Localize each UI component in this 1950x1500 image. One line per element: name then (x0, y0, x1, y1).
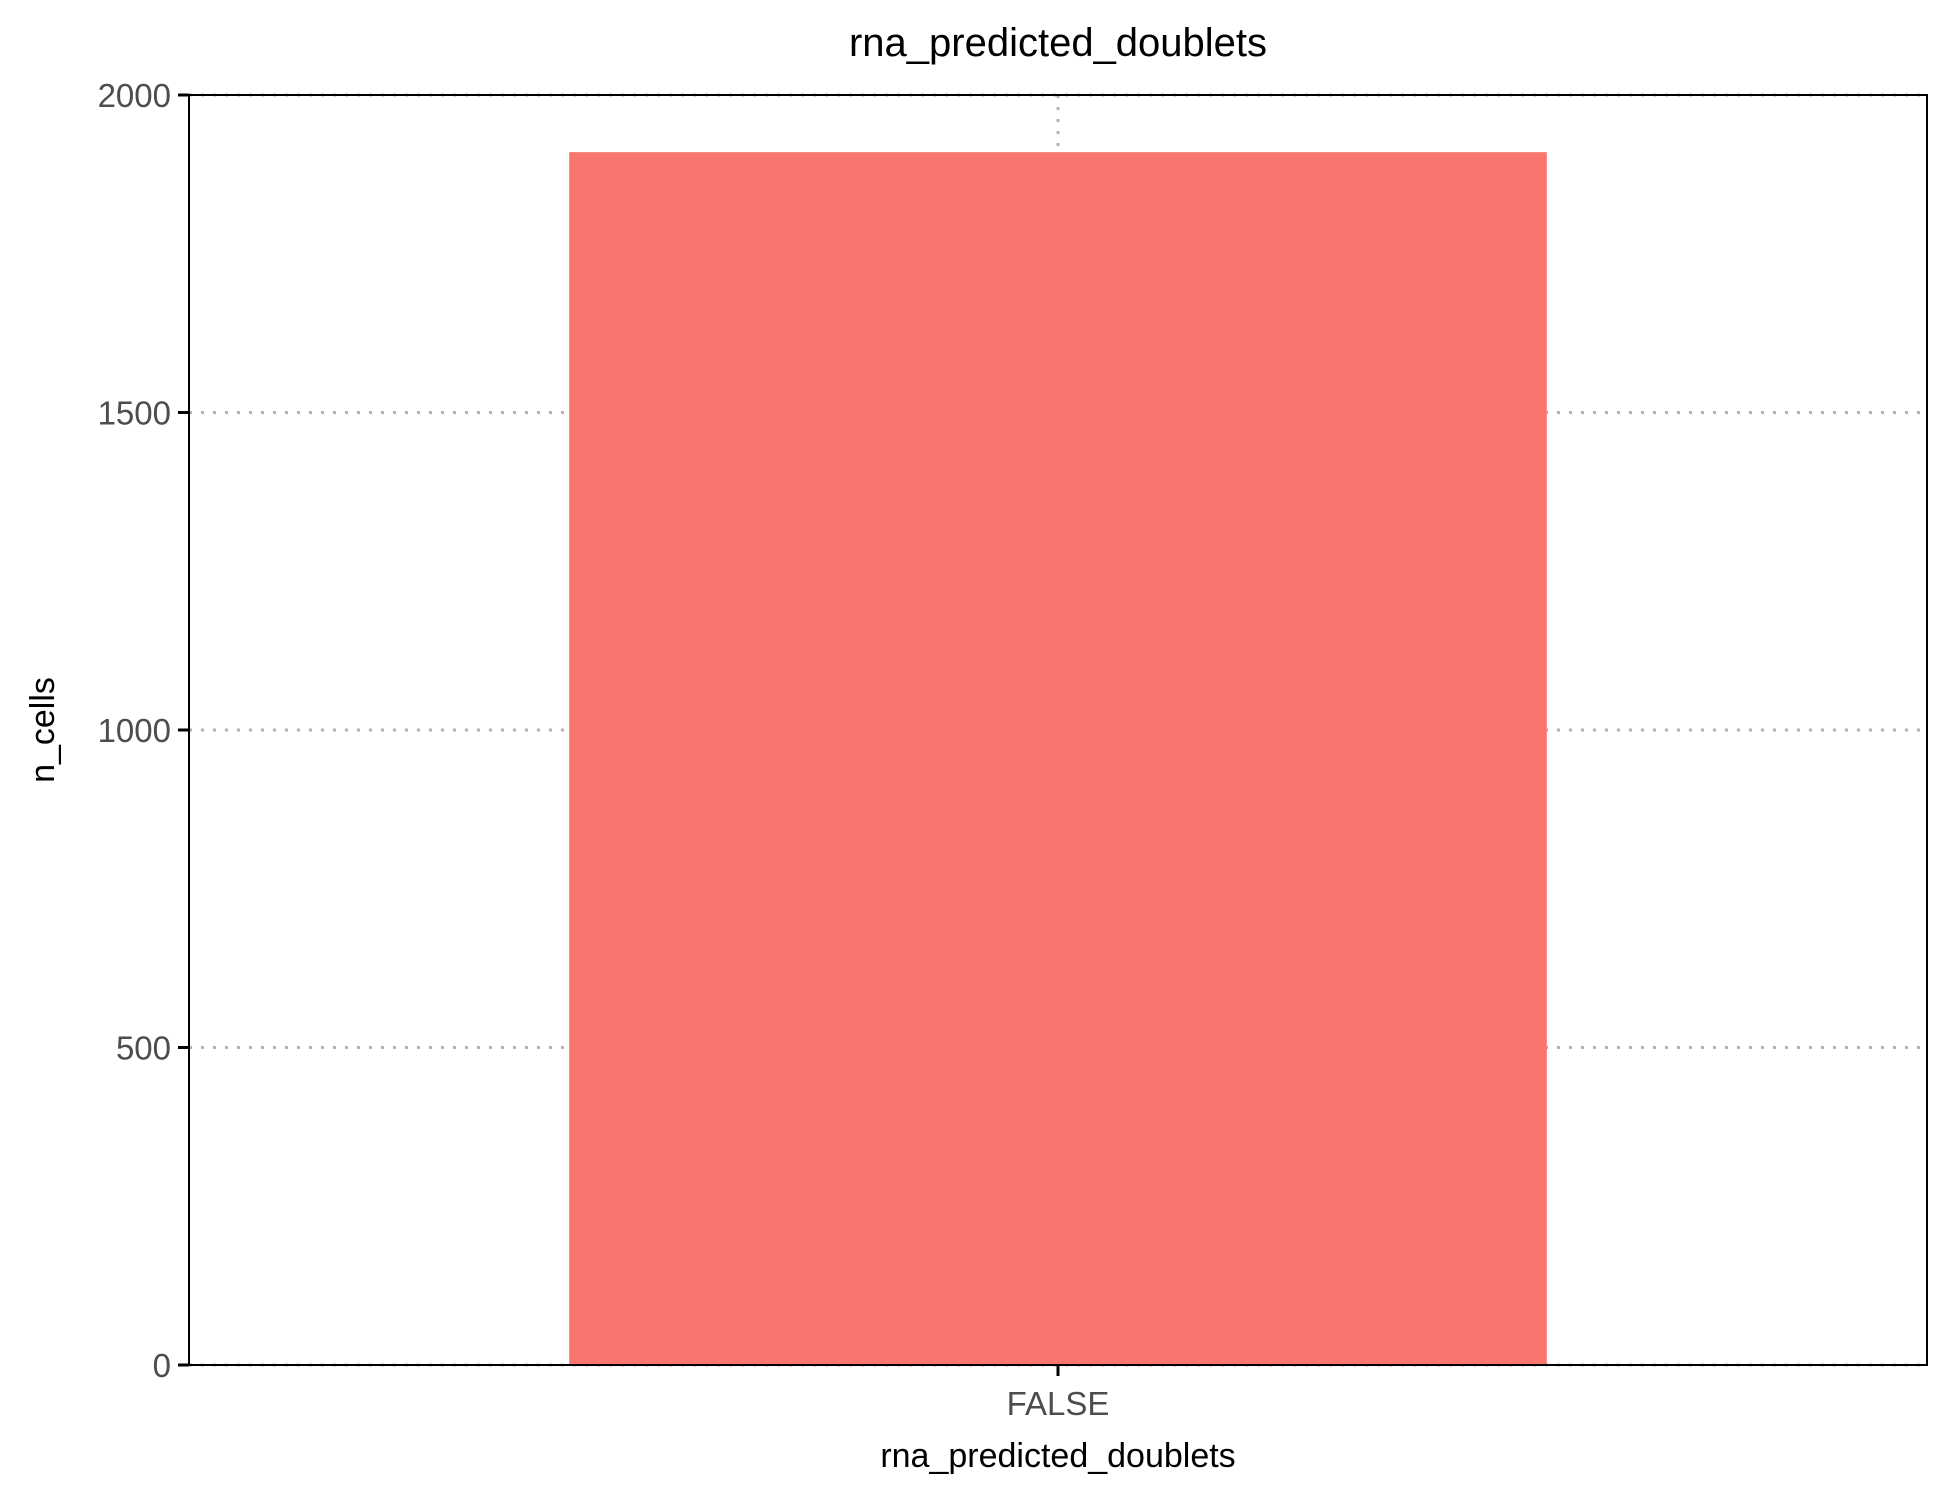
y-tick-label-4: 2000 (98, 77, 171, 114)
x-tick-label-0: FALSE (1007, 1385, 1110, 1422)
bar-false (569, 152, 1547, 1365)
bars (569, 152, 1547, 1365)
x-axis-title: rna_predicted_doublets (880, 1437, 1235, 1475)
y-tick-label-0: 0 (153, 1347, 171, 1384)
axis-ticks: 0 500 1000 1500 2000 FALSE (98, 77, 1110, 1422)
y-tick-label-3: 1500 (98, 395, 171, 432)
y-tick-label-1: 500 (116, 1030, 171, 1067)
y-axis-title: n_cells (24, 677, 62, 783)
chart-title: rna_predicted_doublets (849, 21, 1267, 65)
y-tick-label-2: 1000 (98, 712, 171, 749)
